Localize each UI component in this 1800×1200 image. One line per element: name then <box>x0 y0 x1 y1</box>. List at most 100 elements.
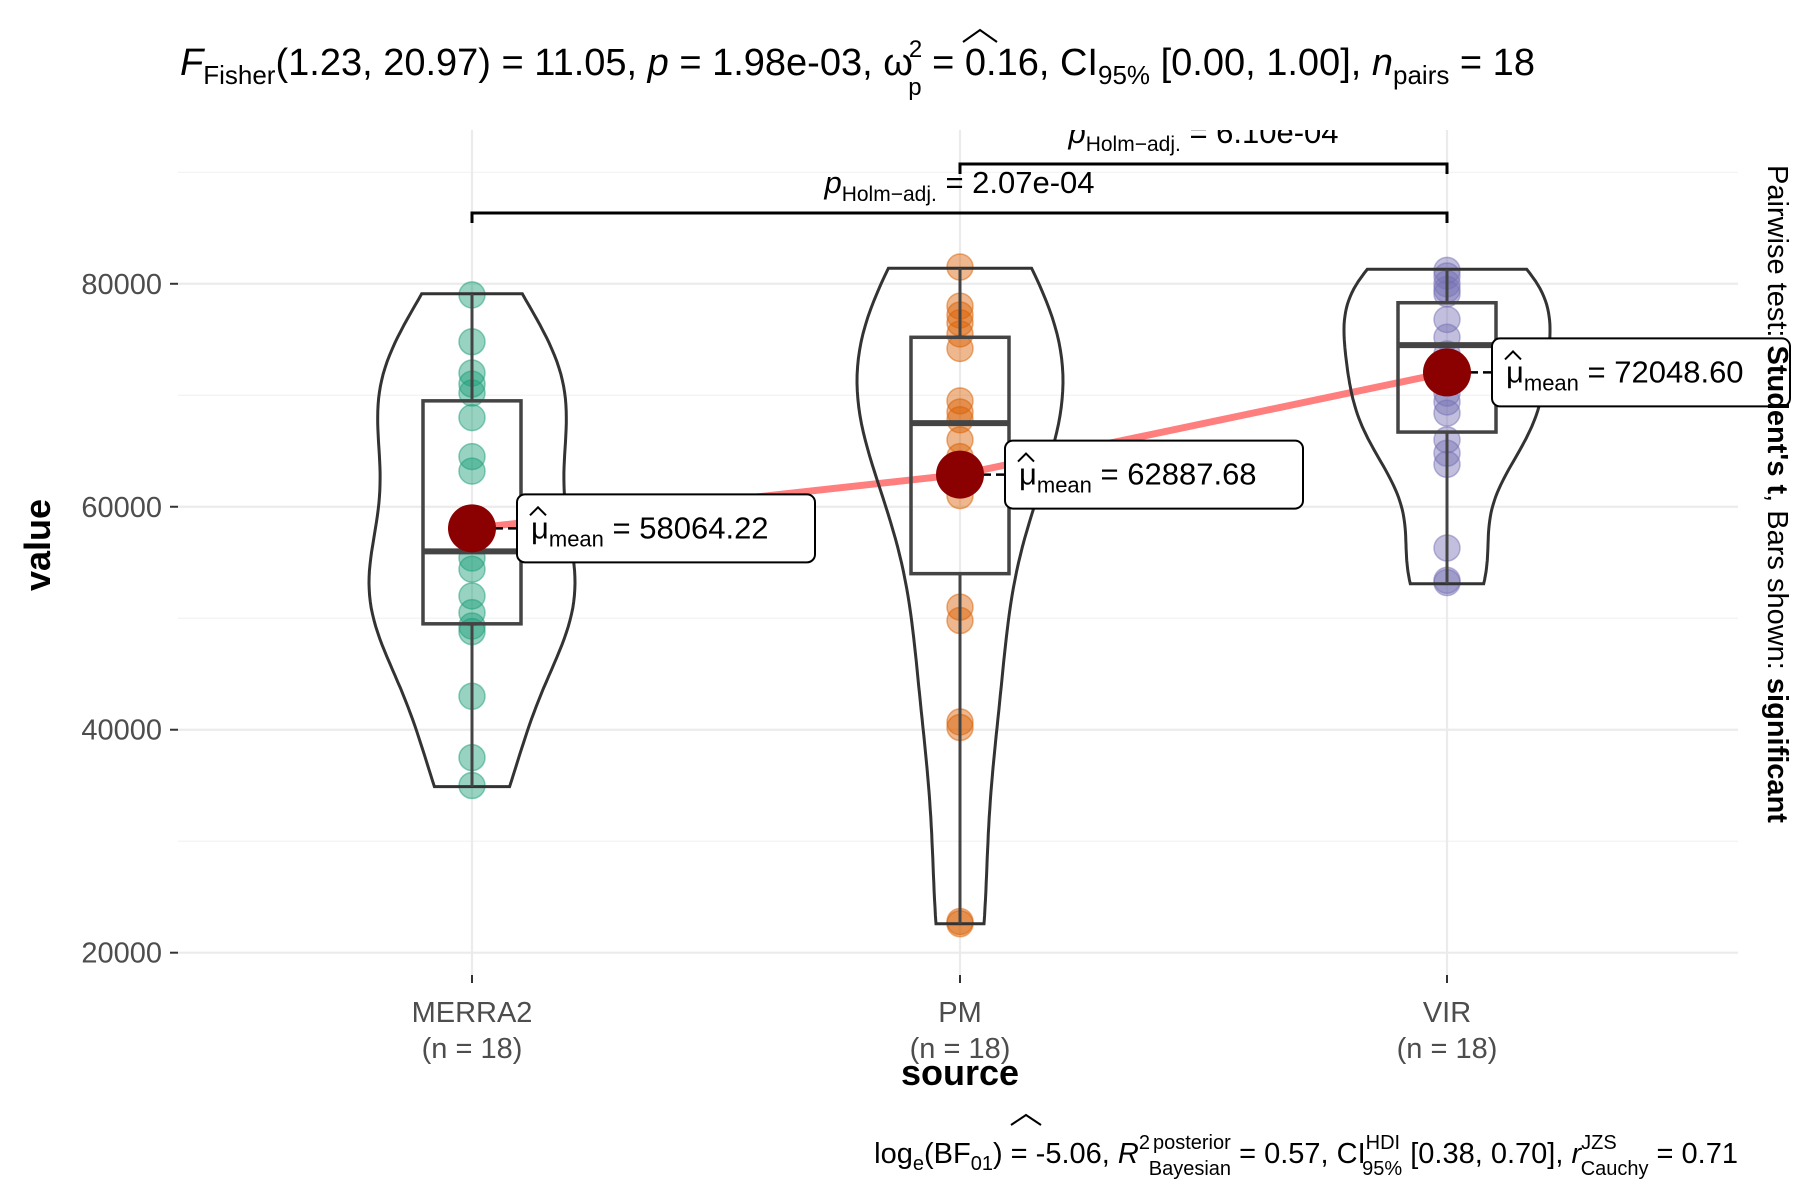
title-p-rest: = 1.98e-03, <box>669 42 883 84</box>
group-pm <box>855 253 1065 938</box>
x-tick-n-label: (n = 18) <box>1397 1033 1498 1065</box>
mean-label-text: μmean = 58064.22 <box>531 510 769 551</box>
data-point <box>458 403 486 432</box>
pairwise-p-label: pHolm−adj. = 2.07e-04 <box>823 165 1094 206</box>
mean-label-sub: mean <box>1037 473 1092 498</box>
violin-outline <box>855 266 1065 926</box>
pairwise-p-symbol: p <box>823 165 841 200</box>
groups <box>367 253 1552 938</box>
violin-outline <box>367 292 577 789</box>
caption-log: log <box>874 1138 913 1170</box>
caption-ci-sup: HDI <box>1366 1132 1400 1154</box>
title-ci-rest: [0.00, 1.00], <box>1150 42 1372 84</box>
pairwise-bracket-line <box>958 162 1449 174</box>
mean-label-box <box>1004 439 1304 510</box>
y-tick-label: 60000 <box>81 492 162 524</box>
data-point <box>458 555 486 583</box>
pairwise-p-label: pHolm−adj. = 6.10e-04 <box>1067 115 1338 156</box>
mean-label-mu: μ <box>1506 354 1524 389</box>
violin-outline <box>1342 267 1552 586</box>
title-f-symbol: F <box>180 42 205 84</box>
y-tick-label: 40000 <box>81 715 162 747</box>
data-point <box>458 582 486 610</box>
chart-caption: loge(BF01) = -5.06, R2 posterior Bayesian … <box>874 1132 1738 1180</box>
data-point <box>458 457 486 485</box>
mean-label-value: = 58064.22 <box>604 510 769 545</box>
mean-point <box>1423 348 1471 397</box>
mean-label-text: μmean = 62887.68 <box>1019 457 1257 498</box>
title-ci-sub: 95% <box>1098 60 1150 90</box>
mean-label-sub: mean <box>549 526 604 551</box>
pairwise-p-sub: Holm−adj. <box>842 183 937 206</box>
mean-label-sub: mean <box>1524 370 1579 395</box>
side-label-shown: significant <box>1761 678 1793 823</box>
mean-label-value: = 62887.68 <box>1092 457 1257 492</box>
caption-r2-sup: 2 <box>1139 1132 1150 1154</box>
side-label-prefix: Pairwise test: <box>1761 165 1793 346</box>
caption-r-rest: = 0.71 <box>1649 1138 1739 1170</box>
caption-log-sub: e <box>913 1153 924 1175</box>
title-omega-sup: 2 <box>909 36 922 63</box>
caption-r2-sup2: posterior <box>1153 1132 1231 1154</box>
caption-r2-rest: = 0.57, CI <box>1231 1138 1366 1170</box>
side-label-test: Student's t <box>1761 346 1793 495</box>
x-tick-label: PM <box>938 997 982 1029</box>
title-n-rest: = 18 <box>1449 42 1535 84</box>
data-point <box>946 387 974 415</box>
title-p-symbol: p <box>647 42 669 84</box>
pairwise-bracket: pHolm−adj. = 2.07e-04 <box>470 165 1449 223</box>
pairwise-bracket-line <box>470 211 1449 223</box>
caption-ci-rest: [0.38, 0.70], <box>1402 1138 1571 1170</box>
title-omega-rest: = 0.16, CI <box>922 42 1098 84</box>
pairwise-side-label: Pairwise test: Student's t, Bars shown: … <box>1761 165 1793 823</box>
mean-label-hat <box>1017 452 1035 463</box>
y-tick-label: 80000 <box>81 269 162 301</box>
pairwise-p-sub: Holm−adj. <box>1086 133 1181 156</box>
caption-r2-sub: Bayesian <box>1149 1158 1231 1180</box>
data-point <box>1433 399 1461 427</box>
side-label-middle: , Bars shown: <box>1761 494 1793 678</box>
mean-label-merra2: μmean = 58064.22 <box>448 493 816 564</box>
x-tick-label: VIR <box>1423 997 1471 1029</box>
pairwise-p-symbol: p <box>1067 115 1085 150</box>
caption-r-sup: JZS <box>1581 1132 1617 1154</box>
data-point <box>946 334 974 363</box>
mean-label-text: μmean = 72048.60 <box>1506 354 1744 395</box>
mean-point <box>448 504 496 553</box>
title-f-rest: (1.23, 20.97) = 11.05, <box>275 42 647 84</box>
group-vir <box>1342 256 1552 597</box>
mean-label-box <box>1491 337 1791 408</box>
title-n-symbol: n <box>1372 42 1393 84</box>
data-point <box>946 406 974 434</box>
mean-label-box <box>516 493 816 564</box>
pairwise-p-value: = 2.07e-04 <box>937 165 1095 200</box>
mean-label-pm: μmean = 62887.68 <box>936 439 1304 510</box>
y-tick-label: 20000 <box>81 938 162 970</box>
x-tick-n-label: (n = 18) <box>910 1033 1011 1065</box>
mean-label-mu: μ <box>531 510 549 545</box>
caption-bf: (BF <box>924 1138 971 1170</box>
caption-r: r <box>1571 1138 1582 1170</box>
mean-label-vir: μmean = 72048.60 <box>1423 337 1791 408</box>
y-axis-title: value <box>17 499 58 591</box>
caption-r-sub: Cauchy <box>1581 1158 1649 1180</box>
caption-r2: R <box>1118 1138 1139 1170</box>
group-merra2 <box>367 281 577 800</box>
pairwise-p-value: = 6.10e-04 <box>1181 115 1339 150</box>
x-tick-n-label: (n = 18) <box>422 1033 523 1065</box>
chart-title: FFisher(1.23, 20.97) = 11.05, p = 1.98e-… <box>180 36 1535 101</box>
title-f-sub: Fisher <box>203 60 276 90</box>
mean-label-mu: μ <box>1019 457 1037 492</box>
pairwise-bracket: pHolm−adj. = 6.10e-04 <box>958 115 1449 174</box>
mean-label-hat <box>1504 350 1522 361</box>
mean-label-hat <box>529 505 547 517</box>
title-omega: ω <box>883 42 913 84</box>
caption-ci-sub: 95% <box>1362 1158 1402 1180</box>
axes: 20000 40000 60000 80000 MERRA2 (n = 18) PM (n =… <box>81 269 1497 1065</box>
x-axis-title: source <box>901 1052 1019 1093</box>
caption-bf-sub: 01 <box>971 1153 993 1175</box>
data-point <box>458 442 486 471</box>
